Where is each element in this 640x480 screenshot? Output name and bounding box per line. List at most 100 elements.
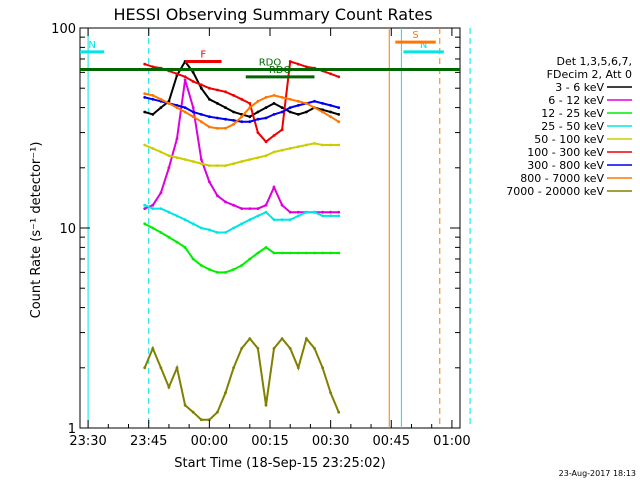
data-point	[175, 104, 179, 107]
data-point	[256, 207, 260, 211]
flag-label: RDO	[269, 65, 292, 76]
data-point	[305, 251, 308, 255]
data-point	[159, 106, 163, 109]
x-tick-label: 00:15	[251, 434, 288, 449]
data-point	[175, 214, 179, 218]
data-point	[280, 337, 284, 340]
data-point	[224, 106, 227, 109]
flag-label: S	[412, 30, 418, 41]
y-tick-label: 1	[68, 422, 76, 437]
data-point	[329, 251, 332, 255]
data-point	[272, 347, 276, 350]
data-point	[296, 104, 300, 107]
data-point	[280, 218, 284, 222]
axis-ticks: 23:30 23:45 00:00 00:15 00:30 00:45 01:00 1 10 10…	[51, 22, 470, 449]
data-point	[208, 125, 211, 129]
data-point	[151, 203, 155, 207]
data-point	[296, 99, 300, 103]
data-point	[280, 96, 284, 99]
series-layer	[143, 59, 341, 422]
data-point	[143, 143, 147, 147]
data-point	[191, 222, 195, 226]
data-point	[337, 143, 341, 147]
data-point	[224, 126, 227, 130]
data-point	[232, 94, 236, 97]
data-point	[216, 116, 219, 120]
data-point	[296, 210, 300, 214]
data-point	[256, 110, 260, 114]
legend-entry-label: 6 - 12 keV	[548, 94, 604, 107]
data-point	[296, 366, 300, 370]
vertical-markers	[87, 28, 471, 428]
x-tick-label: 23:45	[130, 434, 167, 449]
data-point	[296, 251, 300, 255]
data-point	[337, 214, 341, 218]
data-point	[208, 86, 211, 90]
data-point	[159, 207, 163, 211]
data-point	[143, 96, 147, 99]
data-point	[240, 347, 244, 350]
data-point	[329, 143, 332, 147]
data-point	[216, 126, 219, 130]
data-point	[191, 115, 195, 119]
data-point	[240, 115, 244, 119]
data-point	[208, 164, 211, 168]
data-point	[264, 210, 268, 214]
data-point	[208, 268, 211, 271]
data-point	[143, 366, 147, 370]
data-point	[199, 86, 203, 90]
data-point	[313, 210, 316, 214]
data-point	[216, 194, 219, 198]
data-point	[199, 162, 203, 166]
data-point	[272, 218, 276, 222]
data-point	[159, 97, 163, 101]
data-point	[159, 231, 163, 234]
data-point	[288, 210, 292, 214]
data-point	[305, 210, 308, 214]
data-point	[305, 337, 308, 340]
data-point	[151, 97, 155, 101]
data-point	[248, 106, 252, 109]
flag-label: N	[420, 40, 427, 51]
data-point	[256, 117, 260, 121]
data-point	[183, 218, 187, 222]
data-point	[337, 75, 341, 79]
data-point	[199, 264, 203, 267]
data-point	[305, 65, 308, 69]
chart-title: HESSI Observing Summary Count Rates	[113, 5, 432, 24]
data-point	[208, 97, 211, 101]
data-point	[224, 117, 227, 121]
data-point	[151, 207, 155, 211]
data-point	[224, 164, 227, 168]
data-point	[159, 366, 163, 370]
data-point	[232, 268, 236, 271]
data-point	[191, 160, 195, 163]
x-axis-label: Start Time (18-Sep-15 23:25:02)	[174, 456, 385, 471]
data-point	[183, 75, 187, 79]
data-point	[288, 60, 292, 63]
data-point	[272, 113, 276, 116]
data-point	[272, 251, 276, 255]
data-point	[280, 251, 284, 255]
x-tick-label: 00:30	[312, 434, 349, 449]
data-point	[272, 150, 276, 154]
data-point	[248, 102, 252, 105]
x-tick-label: 00:00	[191, 434, 228, 449]
data-point	[167, 102, 171, 105]
data-point	[264, 106, 268, 109]
plot-frame	[79, 27, 461, 429]
y-axis-label: Count Rate (s⁻¹ detector⁻¹)	[29, 142, 44, 319]
data-point	[256, 347, 260, 350]
data-point	[240, 120, 244, 124]
data-point	[232, 162, 236, 166]
data-point	[288, 110, 292, 114]
data-point	[191, 110, 195, 114]
data-point	[159, 191, 163, 195]
data-point	[183, 246, 187, 249]
data-point	[272, 185, 276, 189]
data-point	[248, 257, 252, 261]
data-point	[159, 150, 163, 154]
data-point	[191, 410, 195, 414]
legend: Det 1,3,5,6,7,FDecim 2, Att 03 - 6 keV6 …	[506, 55, 632, 198]
